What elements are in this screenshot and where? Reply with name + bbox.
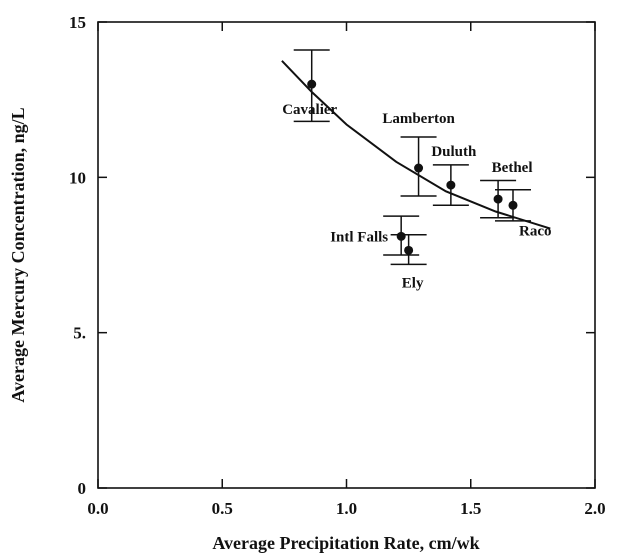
point-label: Duluth <box>431 144 477 160</box>
point-labels: Cavalier Lamberton Duluth Bethel Raco Intl Fa… <box>282 102 551 291</box>
error-bars <box>293 49 531 266</box>
axis-ticks <box>97 21 596 489</box>
data-point <box>446 180 456 190</box>
data-point <box>404 245 414 255</box>
data-point <box>414 163 424 173</box>
x-tick-label: 1.0 <box>336 499 357 518</box>
y-tick-label: 5. <box>73 324 86 343</box>
x-tick-label: 0.5 <box>212 499 233 518</box>
data-point <box>307 79 317 89</box>
data-point <box>493 194 503 204</box>
tick-labels: 0.0 0.5 1.0 1.5 2.0 0 5. 10 15 <box>69 13 606 518</box>
x-tick-label: 1.5 <box>460 499 481 518</box>
data-points <box>307 79 518 255</box>
data-point <box>396 231 406 241</box>
point-label: Bethel <box>492 160 533 176</box>
point-label: Ely <box>402 275 424 291</box>
x-tick-label: 0.0 <box>87 499 108 518</box>
x-tick-label: 2.0 <box>584 499 605 518</box>
y-tick-label: 10 <box>69 168 86 187</box>
point-label: Lamberton <box>382 111 455 127</box>
point-label: Raco <box>519 223 552 239</box>
point-label: Cavalier <box>282 102 337 118</box>
plot-frame <box>97 21 596 489</box>
y-axis-label: Average Mercury Concentration, ng/L <box>8 107 28 402</box>
x-axis-label: Average Precipitation Rate, cm/wk <box>212 533 479 553</box>
y-tick-label: 0 <box>78 479 87 498</box>
point-label: Intl Falls <box>330 229 388 245</box>
y-tick-label: 15 <box>69 13 86 32</box>
data-point <box>508 200 518 210</box>
